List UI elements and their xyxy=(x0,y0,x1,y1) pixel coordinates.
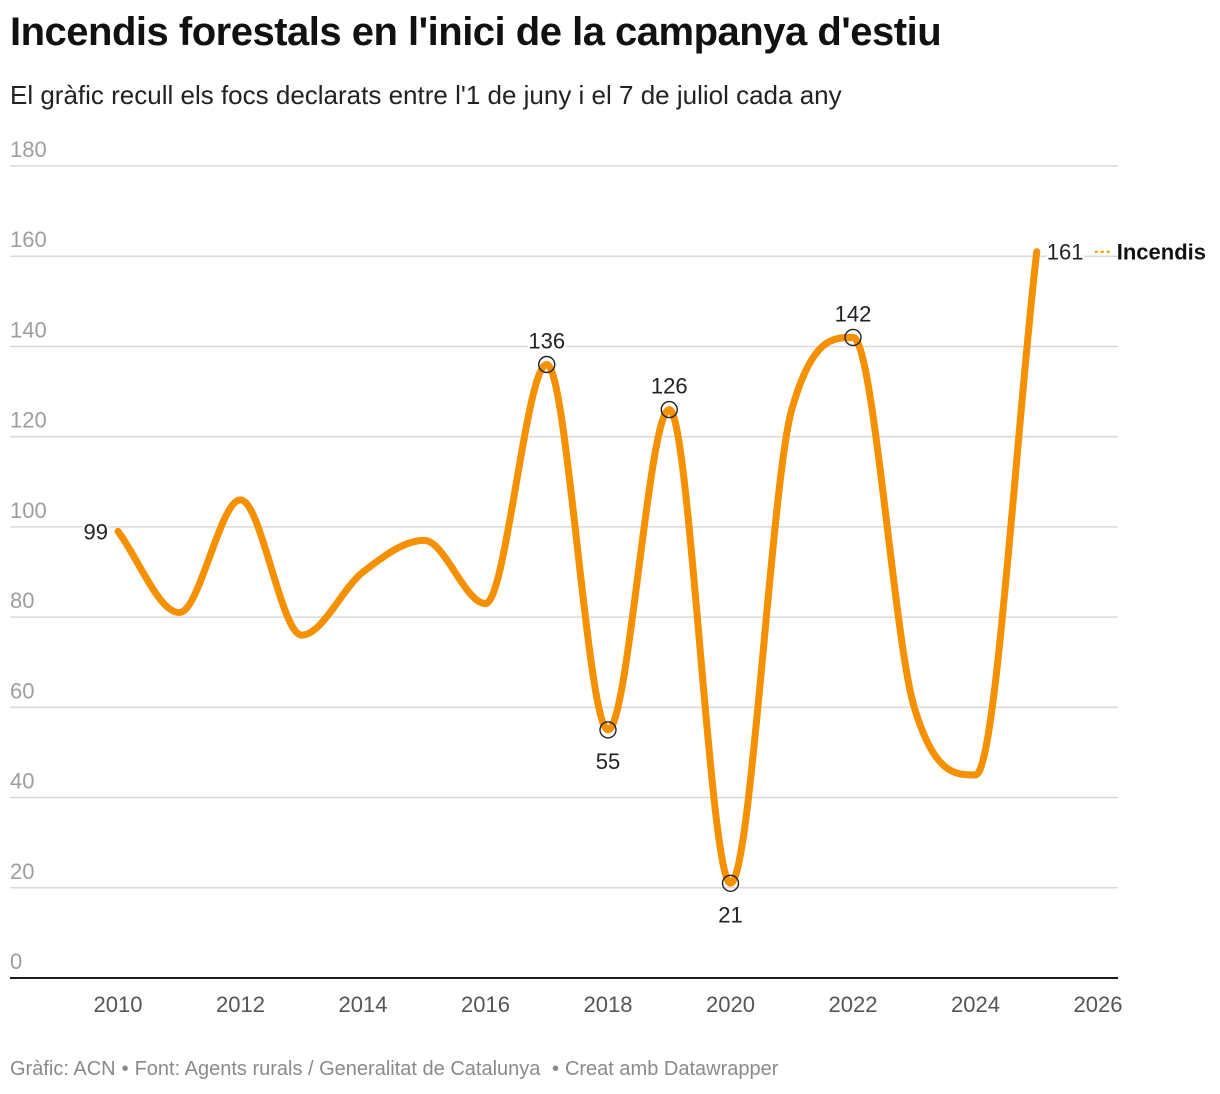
data-label: 161 xyxy=(1047,240,1084,265)
footer-separator: • xyxy=(121,1058,129,1080)
gridlines xyxy=(10,165,1118,889)
y-tick-label: 40 xyxy=(10,769,34,794)
x-tick-label: 2022 xyxy=(829,992,878,1017)
data-label: 126 xyxy=(651,374,688,399)
chart-title: Incendis forestals en l'inici de la camp… xyxy=(10,10,942,54)
data-point-marker xyxy=(538,355,556,374)
y-axis-ticks: 0 20 40 60 80 100 120 140 160 180 xyxy=(10,137,47,974)
x-tick-label: 2026 xyxy=(1074,992,1123,1017)
footer-source: Font: Agents rurals / Generalitat de Cat… xyxy=(134,1058,541,1080)
x-tick-label: 2014 xyxy=(339,992,388,1017)
data-label: 136 xyxy=(528,328,565,353)
y-tick-label: 120 xyxy=(10,408,47,433)
y-tick-label: 20 xyxy=(10,859,34,884)
data-point-marker xyxy=(721,874,740,892)
y-tick-label: 140 xyxy=(10,317,47,342)
data-label: 21 xyxy=(718,902,742,927)
x-axis-ticks: 2010 2012 2014 2016 2018 2020 2022 2024 2026 xyxy=(94,992,1123,1017)
x-tick-label: 2012 xyxy=(216,992,265,1017)
x-tick-label: 2024 xyxy=(951,992,1000,1017)
data-label: 55 xyxy=(596,749,620,774)
y-tick-label: 160 xyxy=(10,227,47,252)
x-tick-label: 2018 xyxy=(584,992,633,1017)
x-tick-label: 2016 xyxy=(461,992,510,1017)
data-label: 99 xyxy=(84,519,108,544)
footer-separator: • xyxy=(551,1058,559,1080)
legend-label: Incendis xyxy=(1117,240,1206,265)
data-label: 142 xyxy=(835,301,872,326)
x-tick-label: 2020 xyxy=(706,992,755,1017)
y-tick-label: 0 xyxy=(10,949,22,974)
chart-footer: Gràfic: ACN • Font: Agents rurals / Genera… xyxy=(10,1058,778,1081)
data-point-marker xyxy=(660,400,678,419)
footer-created-with: Creat amb Datawrapper xyxy=(564,1058,779,1080)
chart-subtitle: El gràfic recull els focs declarats entr… xyxy=(10,80,842,110)
footer-graphic-credit: Gràfic: ACN xyxy=(10,1058,116,1080)
data-point-marker xyxy=(599,721,617,739)
y-tick-label: 100 xyxy=(10,498,47,523)
y-tick-label: 80 xyxy=(10,588,34,613)
x-tick-label: 2010 xyxy=(94,992,143,1017)
data-labels: 99 136 55 126 21 142 161 xyxy=(82,238,1086,930)
y-tick-label: 60 xyxy=(10,678,34,703)
series-line-incendis xyxy=(114,248,1041,887)
legend: Incendis xyxy=(1094,240,1206,265)
y-tick-label: 180 xyxy=(10,137,47,162)
data-point-marker xyxy=(844,328,862,347)
point-markers xyxy=(538,328,862,892)
